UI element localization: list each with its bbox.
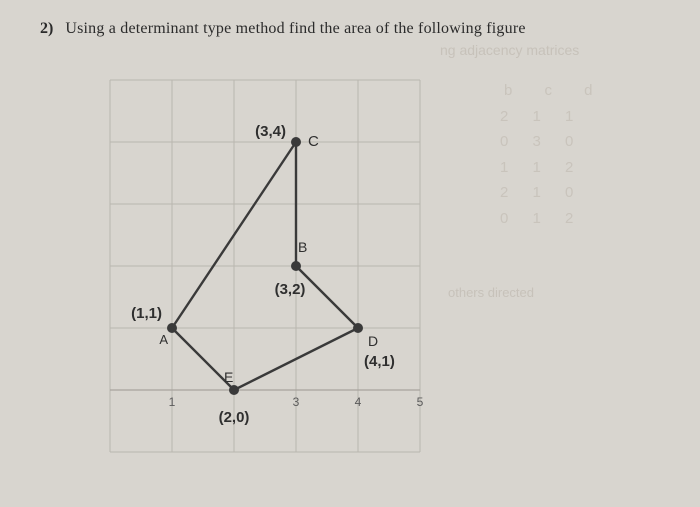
vertex-label-A: A (159, 332, 168, 347)
graph-container: 1 3 4 5 C (3,4) B (3,2) (1,1) A D (4,1) E (2,0) (90, 60, 430, 480)
vertex-B (291, 261, 301, 271)
x-tick-label: 5 (417, 395, 424, 409)
ghost-table-row: 0 3 0 (500, 129, 607, 155)
vertex-label-D: D (368, 333, 378, 349)
vertex-label-B: B (298, 239, 307, 255)
question-number: 2) (40, 20, 53, 38)
ghost-text-2: others directed (448, 285, 534, 300)
question-text: Using a determinant type method find the… (65, 20, 525, 38)
vertex-coord-E: (2,0) (219, 409, 250, 426)
ghost-table-row: 2 1 0 (500, 180, 607, 206)
x-tick-label: 1 (169, 395, 176, 409)
x-tick-label: 3 (293, 395, 300, 409)
ghost-table-row: 1 1 2 (500, 155, 607, 181)
vertex-C (291, 137, 301, 147)
vertex-A (167, 323, 177, 333)
vertex-label-E: E (224, 369, 233, 385)
ghost-table: b c d 2 1 1 0 3 0 1 1 2 2 1 0 0 1 2 (500, 78, 607, 231)
x-tick-label: 4 (355, 395, 362, 409)
vertex-D (353, 323, 363, 333)
vertex-coord-C: (3,4) (255, 123, 286, 140)
vertex-coord-B: (3,2) (275, 281, 306, 298)
ghost-table-row: 0 1 2 (500, 206, 607, 232)
vertex-label-C: C (308, 133, 319, 150)
ghost-table-row: 2 1 1 (500, 104, 607, 130)
vertex-E (229, 385, 239, 395)
ghost-text-1: ng adjacency matrices (440, 42, 579, 58)
ghost-table-header: b c d (500, 78, 607, 104)
graph-svg: 1 3 4 5 C (3,4) B (3,2) (1,1) A D (4,1) E (2,0) (90, 60, 430, 480)
question-row: 2) Using a determinant type method find … (40, 20, 680, 38)
vertex-coord-D: (4,1) (364, 353, 395, 370)
vertex-coord-A: (1,1) (131, 305, 162, 322)
